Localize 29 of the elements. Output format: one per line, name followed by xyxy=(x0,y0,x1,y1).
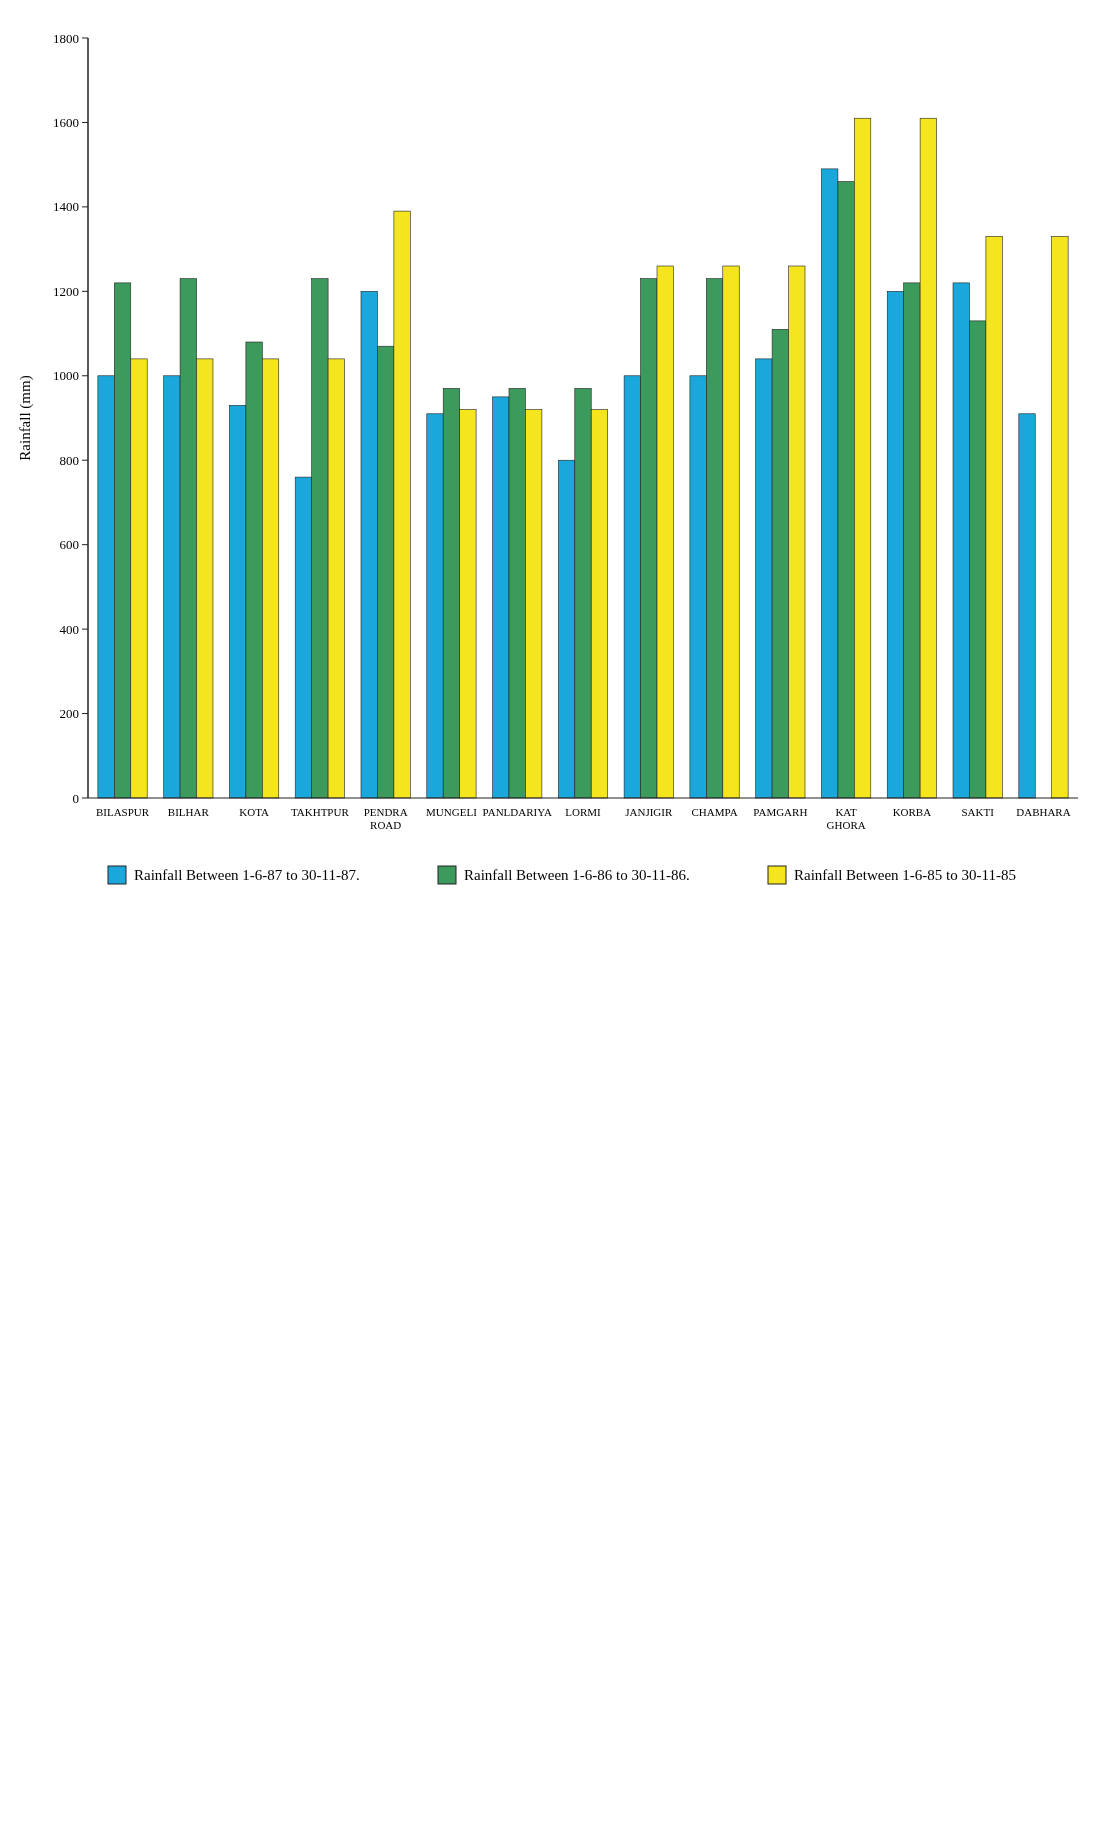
x-tick-label: KAT GHORA xyxy=(826,806,866,831)
x-tick-label: JANJIGIR xyxy=(625,806,673,818)
x-tick-label: TAKHTPUR xyxy=(290,806,350,818)
x-tick-label: MUNGELI xyxy=(426,806,478,818)
y-tick-label: 1000 xyxy=(53,368,79,384)
legend-label: Rainfall Between 1-6-85 to 30-11-85 xyxy=(794,867,1016,883)
y-tick-label: 400 xyxy=(59,621,79,637)
y-tick-label: 1400 xyxy=(53,199,79,215)
x-tick-label: DABHARA xyxy=(1016,806,1071,818)
y-tick-label: 0 xyxy=(72,790,79,806)
x-tick-label: KORBA xyxy=(892,806,932,818)
y-tick-label: 1800 xyxy=(53,30,79,46)
y-axis-title: Rainfall (mm) xyxy=(17,375,34,461)
y-tick-label: 1600 xyxy=(53,114,79,130)
x-tick-label: BILASPUR xyxy=(95,806,150,818)
x-tick-label: SAKTI xyxy=(961,806,995,818)
y-tick-label: 200 xyxy=(59,706,79,722)
x-tick-label: LORMI xyxy=(565,806,602,818)
x-tick-label: KOTA xyxy=(239,806,269,818)
legend-label: Rainfall Between 1-6-87 to 30-11-87. xyxy=(134,867,360,883)
y-tick-label: 1200 xyxy=(53,283,79,299)
x-tick-label: PAMGARH xyxy=(753,806,808,818)
legend-label: Rainfall Between 1-6-86 to 30-11-86. xyxy=(464,867,690,883)
y-tick-label: 800 xyxy=(59,452,79,468)
x-tick-label: BILHAR xyxy=(167,806,210,818)
y-tick-label: 600 xyxy=(59,537,79,553)
x-tick-label: PENDRA ROAD xyxy=(363,806,408,831)
x-tick-label: CHAMPA xyxy=(691,806,738,818)
x-tick-label: PANLDARIYA xyxy=(482,806,552,818)
